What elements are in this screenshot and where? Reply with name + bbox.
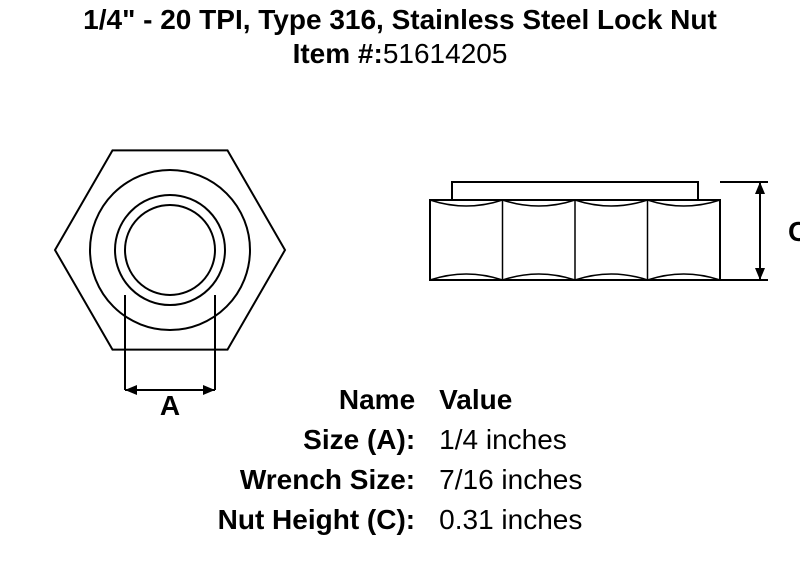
item-line: Item #:51614205 [0,38,800,70]
svg-text:A: A [160,390,180,421]
spec-name: Wrench Size: [206,460,428,500]
item-number-label: Item #: [293,38,383,69]
spec-value: 7/16 inches [427,460,594,500]
item-number-value: 51614205 [383,38,508,69]
svg-text:C: C [788,216,800,247]
table-row: Wrench Size: 7/16 inches [206,460,595,500]
spec-value: 0.31 inches [427,500,594,540]
table-row: Nut Height (C): 0.31 inches [206,500,595,540]
technical-drawing: AC [0,70,800,430]
spec-name: Nut Height (C): [206,500,428,540]
page-title: 1/4" - 20 TPI, Type 316, Stainless Steel… [0,4,800,36]
diagrams-area: AC [0,70,800,370]
